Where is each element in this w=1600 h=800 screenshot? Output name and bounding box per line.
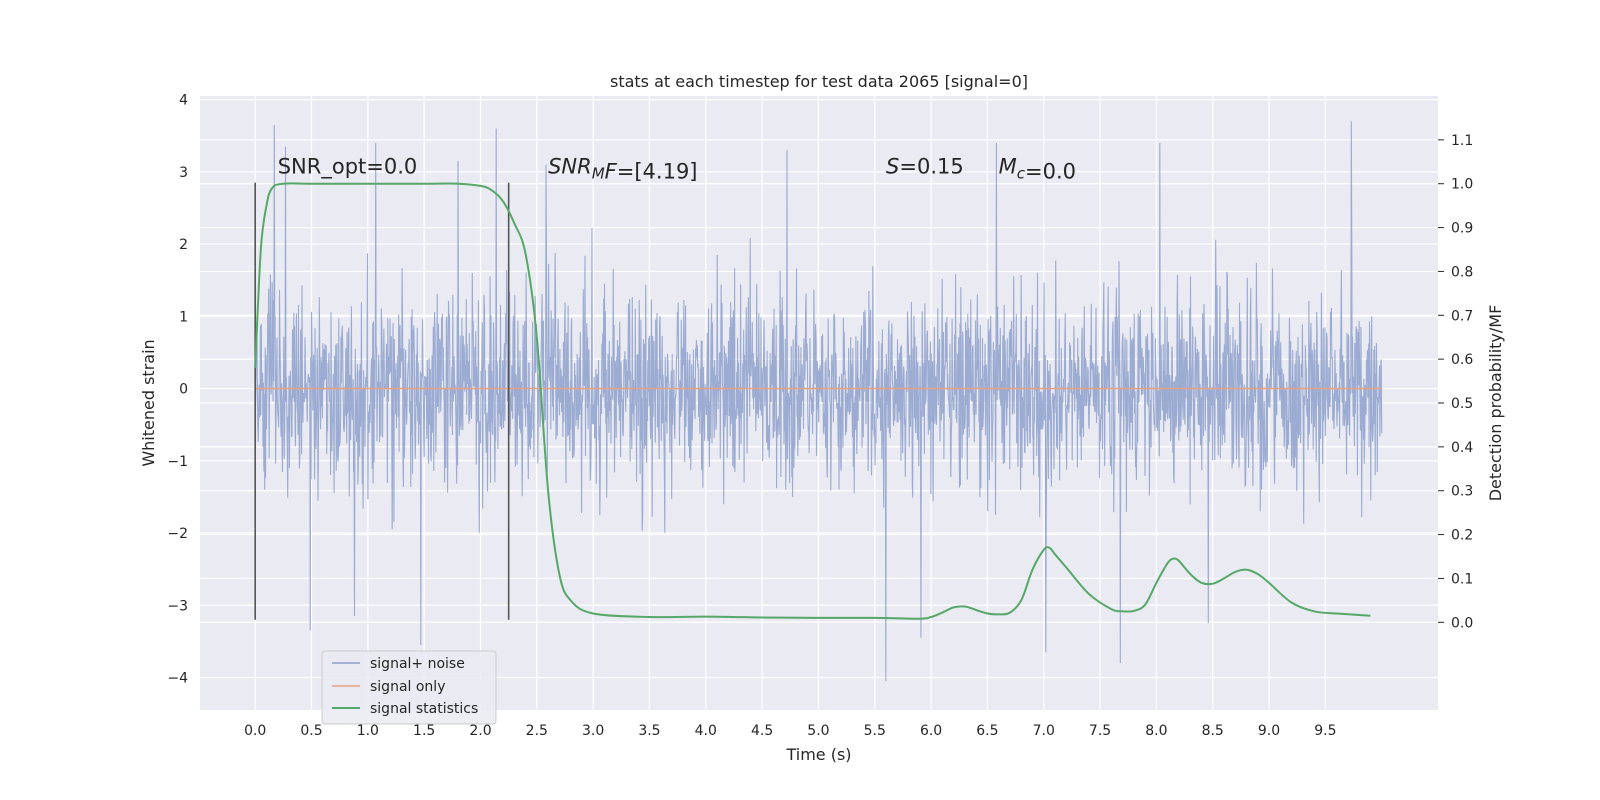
x-tick-label: 8.0 [1145, 723, 1167, 739]
x-tick-label: 2.0 [469, 723, 491, 739]
x-tick-label: 6.5 [976, 723, 998, 739]
y2-tick-label: 0.8 [1451, 264, 1473, 280]
signal-statistics-series [254, 182, 1371, 620]
annotation-0: SNR_opt=0.0 [278, 154, 418, 179]
x-tick-label: 7.5 [1089, 723, 1111, 739]
x-tick-label: 4.5 [751, 723, 773, 739]
y2-tick-label: 1.0 [1451, 177, 1473, 193]
x-tick-label: 3.5 [638, 723, 660, 739]
x-tick-label: 1.0 [357, 723, 379, 739]
y-tick-label: −3 [167, 598, 188, 614]
x-axis-label: Time (s) [785, 745, 851, 764]
y-tick-label: −4 [167, 670, 188, 686]
x-tick-label: 2.5 [526, 723, 548, 739]
y2-tick-label: 0.4 [1451, 440, 1473, 456]
x-tick-label: 0.5 [300, 723, 322, 739]
signal-noise-line [254, 121, 1383, 682]
vertical-markers [254, 182, 510, 620]
x-tick-label: 3.0 [582, 723, 604, 739]
signal-statistics-line [254, 182, 1371, 620]
annotation-3: Mc=0.0 [999, 154, 1076, 183]
legend-label-statistics: signal statistics [370, 701, 478, 717]
y-tick-label: 1 [179, 309, 188, 325]
x-tick-label: 5.5 [864, 723, 886, 739]
y-tick-label: 0 [179, 382, 188, 398]
y-tick-labels: 4 3 2 1 0 −1 −2 −3 −4 [167, 93, 188, 687]
y2-axis-label: Detection probability/MF [1486, 305, 1505, 502]
x-tick-label: 6.0 [920, 723, 942, 739]
x-tick-label: 8.5 [1202, 723, 1224, 739]
y2-tick-label: 0.7 [1451, 308, 1473, 324]
legend: signal+ noise signal only signal statist… [321, 650, 497, 725]
x-tick-label: 7.0 [1033, 723, 1055, 739]
x-tick-label: 4.0 [695, 723, 717, 739]
y-tick-label: 3 [179, 165, 188, 181]
legend-label-noise: signal+ noise [370, 656, 465, 672]
y2-tick-label: 0.0 [1451, 615, 1473, 631]
annotation-1: SNRMF=[4.19] [548, 154, 697, 183]
y-tick-label: 4 [179, 93, 188, 109]
x-tick-label: 0.0 [244, 723, 266, 739]
x-tick-label: 1.5 [413, 723, 435, 739]
y-tick-label: 2 [179, 237, 188, 253]
annotation-2: S=0.15 [886, 154, 964, 178]
y-tick-label: −2 [167, 526, 188, 542]
y2-tick-label: 0.5 [1451, 396, 1473, 412]
y2-tick-label: 0.6 [1451, 352, 1473, 368]
y-axis-label: Whitened strain [139, 339, 158, 466]
x-tick-label: 9.0 [1258, 723, 1280, 739]
y2-tick-label: 1.1 [1451, 133, 1473, 149]
legend-label-signal: signal only [370, 679, 445, 695]
chart-title: stats at each timestep for test data 206… [610, 72, 1028, 91]
y2-tick-label: 0.9 [1451, 221, 1473, 237]
legend-box [321, 650, 497, 725]
annotations: SNR_opt=0.0 SNRMF=[4.19] S=0.15 Mc=0.0 [278, 154, 1076, 183]
signal-noise-series [254, 121, 1383, 682]
y2-tick-label: 0.2 [1451, 528, 1473, 544]
y-tick-label: −1 [167, 454, 188, 470]
x-tick-label: 5.0 [807, 723, 829, 739]
y2-tick-label: 0.1 [1451, 571, 1473, 587]
y2-tick-label: 0.3 [1451, 484, 1473, 500]
x-tick-labels: 0.0 0.5 1.0 1.5 2.0 2.5 3.0 3.5 4.0 4.5 5.0 5.5 6.0 6… [244, 723, 1336, 739]
y2-tick-labels: 1.1 1.0 0.9 0.8 0.7 0.6 0.5 0.4 0.3 0.2 0.1 0.0 [1438, 133, 1473, 631]
x-tick-label: 9.5 [1314, 723, 1336, 739]
